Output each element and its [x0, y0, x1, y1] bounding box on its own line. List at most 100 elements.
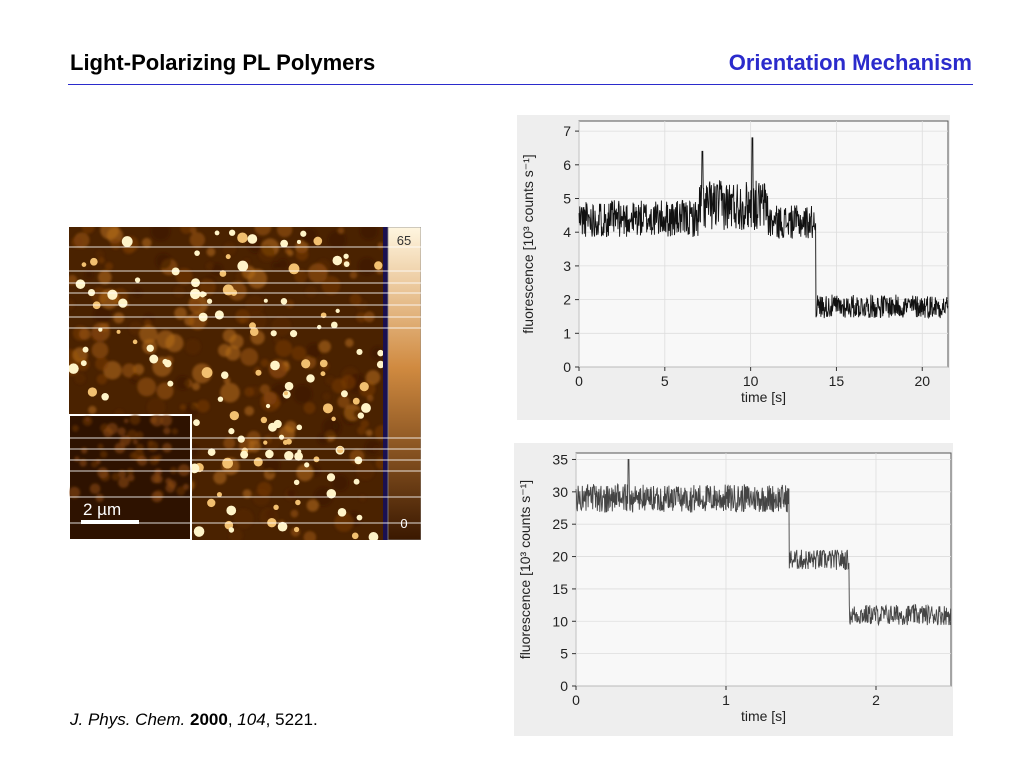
fluorescent-spot [313, 456, 320, 463]
fluorescent-spot [376, 360, 385, 369]
colorbar-min-label: 0 [400, 516, 407, 531]
fluorescent-spot [228, 428, 235, 435]
fluorescent-spot [253, 457, 263, 467]
fluorescent-spot [167, 380, 174, 387]
fluorescent-spot [280, 239, 289, 248]
fluorescence-micrograph: 65 0 2 µm [69, 227, 421, 540]
fluorescent-spot [337, 508, 347, 517]
fluorescent-spot [207, 498, 216, 508]
fluorescent-spot [273, 419, 282, 429]
fluorescent-spot [132, 339, 138, 345]
fluorescent-spot [149, 354, 159, 364]
fluorescent-spot [280, 298, 288, 305]
fluorescent-spot [313, 236, 323, 246]
fluorescent-spot [332, 255, 343, 266]
fluorescent-spot [125, 237, 130, 243]
fluorescent-spot [190, 288, 201, 300]
trace-plot-top: 0 1 2 3 4 5 6 7 0 5 10 15 20 time [s] fluorescence [10… [517, 115, 950, 420]
fluorescent-spot [320, 371, 326, 377]
fluorescent-spot [101, 393, 109, 401]
fluorescent-spot [353, 478, 360, 485]
fluorescent-spot [193, 526, 205, 537]
fluorescent-spot [300, 230, 307, 237]
y-tick-label: 30 [552, 484, 568, 500]
x-tick-label: 0 [575, 373, 583, 389]
fluorescent-spot [301, 359, 311, 369]
fluorescent-spot [343, 261, 350, 267]
citation: J. Phys. Chem. 2000, 104, 5221. [70, 710, 318, 729]
fluorescent-spot [293, 479, 300, 486]
y-tick-label: 25 [552, 516, 568, 532]
x-tick-label: 2 [872, 692, 880, 708]
fluorescent-spot [222, 457, 234, 469]
fluorescent-spot [306, 374, 315, 383]
fluorescent-spot [374, 261, 383, 270]
fluorescent-spot [270, 360, 280, 371]
fluorescent-spot [98, 327, 103, 332]
fluorescent-spot [107, 289, 118, 300]
fluorescent-spot [304, 462, 310, 468]
fluorescent-spot [240, 450, 249, 459]
fluorescent-spot [216, 491, 223, 498]
fluorescent-spot [294, 451, 303, 461]
fluorescent-spot [351, 532, 359, 540]
fluorescent-spot [282, 439, 288, 445]
fluorescent-spot [343, 253, 349, 259]
fluorescent-spot [163, 359, 172, 368]
x-tick-label: 0 [572, 692, 580, 708]
x-tick-label: 5 [661, 373, 669, 389]
fluorescent-spot [357, 412, 365, 419]
fluorescent-spot [265, 403, 271, 409]
fluorescent-spot [326, 473, 336, 482]
y-tick-label: 6 [563, 157, 571, 173]
fluorescent-spot [356, 348, 363, 356]
fluorescent-spot [226, 505, 237, 516]
fluorescent-spot [116, 329, 121, 334]
header-rule [68, 84, 973, 85]
y-tick-label: 20 [552, 549, 568, 565]
fluorescent-spot [278, 434, 285, 440]
micrograph-right-edge [383, 227, 388, 540]
citation-volume: 104 [237, 710, 266, 729]
scan-lines [69, 246, 421, 524]
trace-series [575, 459, 952, 627]
fluorescent-spot [377, 349, 384, 357]
fluorescent-spot [277, 521, 288, 532]
fluorescent-spot [265, 449, 274, 459]
fluorescent-spot [237, 435, 245, 443]
x-tick-label: 1 [722, 692, 730, 708]
fluorescent-spot [220, 371, 229, 379]
y-tick-label: 0 [560, 678, 568, 694]
fluorescent-spot [283, 391, 288, 396]
citation-year: 2000 [190, 710, 228, 729]
citation-journal: J. Phys. Chem. [70, 710, 186, 729]
fluorescent-spot [296, 239, 302, 244]
fluorescent-spot [263, 298, 268, 303]
fluorescent-spot [75, 279, 86, 289]
fluorescent-spot [317, 324, 322, 330]
y-tick-label: 3 [563, 258, 571, 274]
fluorescent-spot [330, 321, 338, 329]
y-axis-label: fluorescence [10³ counts s⁻¹] [517, 480, 533, 659]
fluorescent-spot [284, 381, 294, 391]
colorbar [387, 227, 421, 540]
fluorescent-spot [263, 440, 268, 445]
x-tick-label: 10 [743, 373, 759, 389]
fluorescent-spot [260, 416, 268, 424]
fluorescent-spot [288, 263, 300, 275]
fluorescent-spot [356, 514, 363, 521]
scalebar-label: 2 µm [83, 500, 121, 519]
fluorescent-spot [284, 450, 294, 461]
fluorescent-spot [201, 367, 213, 379]
fluorescent-spot [81, 262, 87, 267]
y-tick-label: 4 [563, 224, 571, 240]
micrograph-inset: 2 µm [69, 414, 192, 540]
fluorescent-spot [90, 257, 98, 266]
fluorescent-spot [340, 390, 348, 398]
fluorescent-spot [199, 291, 206, 298]
x-axis-label: time [s] [741, 708, 786, 724]
section-title: Orientation Mechanism [728, 50, 972, 75]
fluorescent-spot [273, 504, 279, 510]
x-tick-label: 15 [829, 373, 845, 389]
fluorescent-spot [368, 532, 379, 540]
